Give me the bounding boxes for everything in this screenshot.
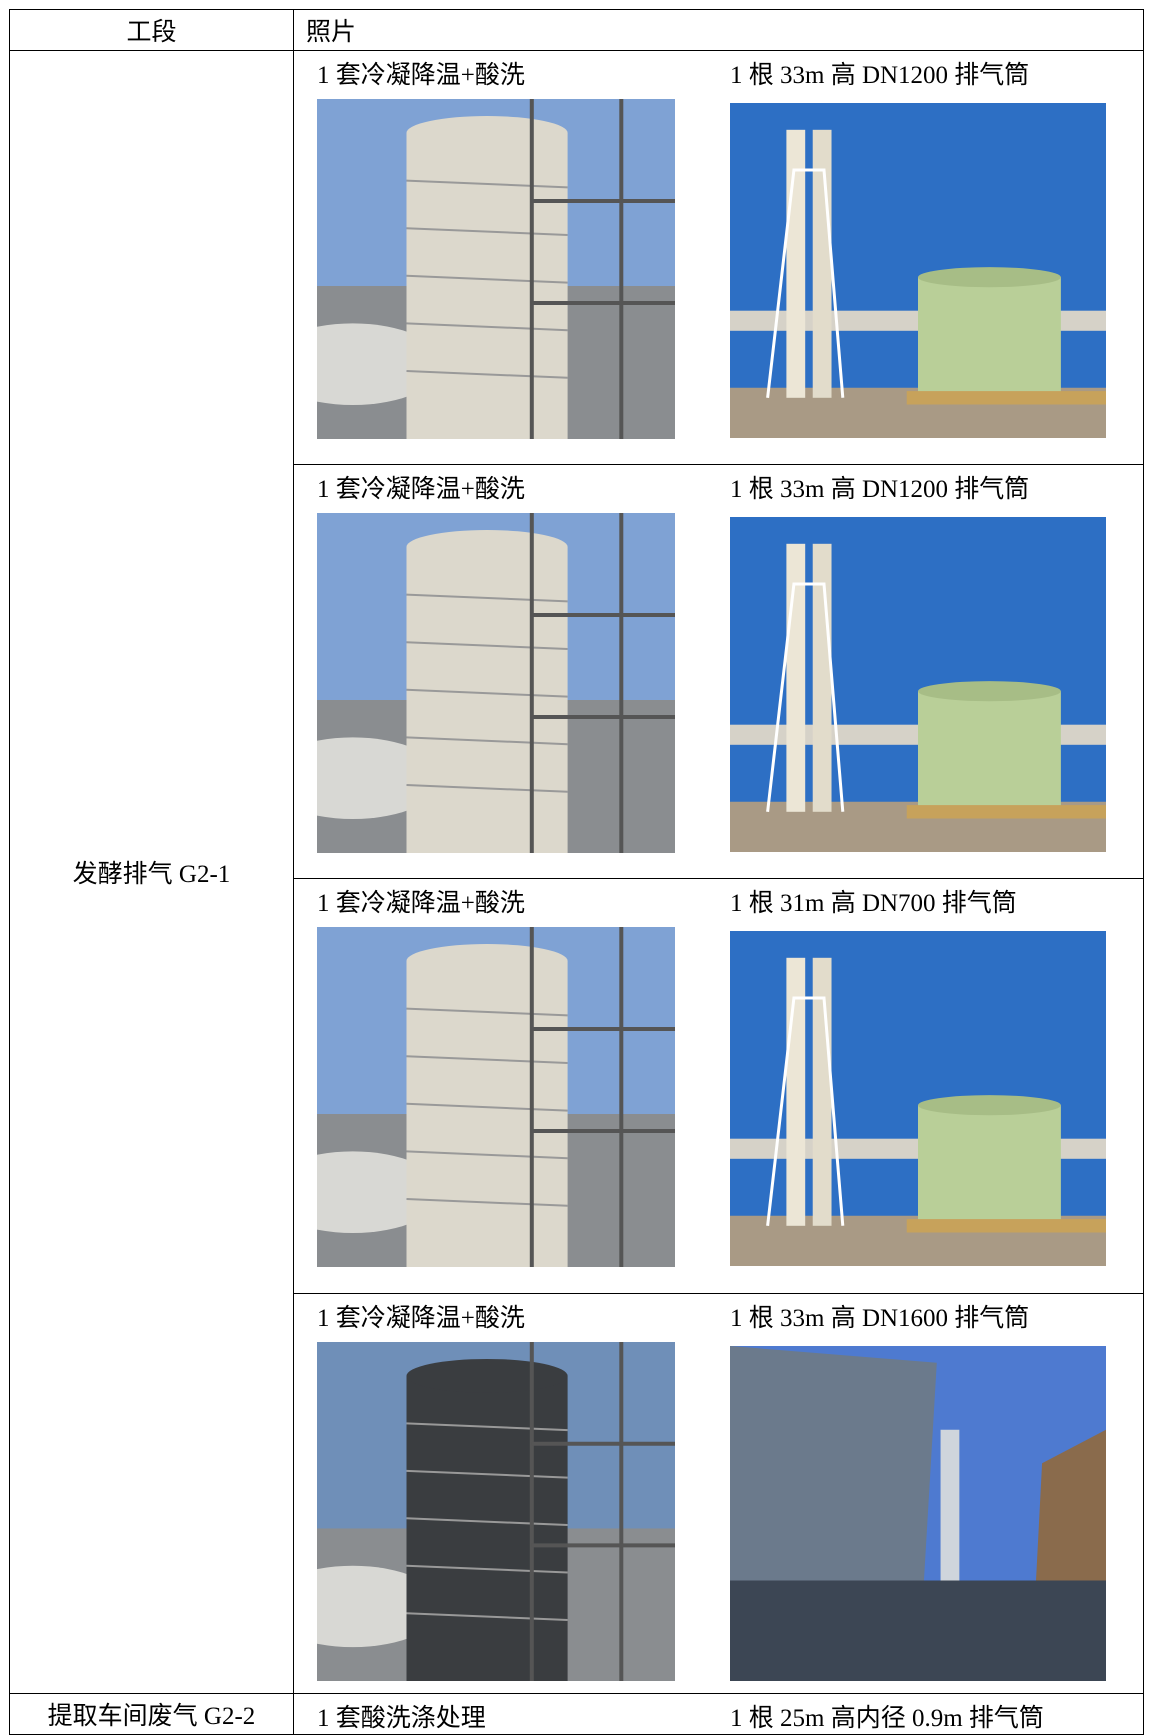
photo-caption: 1 根 33m 高 DN1600 排气筒	[730, 1305, 1030, 1332]
table-row: 发酵排气 G2-1 1 套冷凝降温+酸洗 1 根 33m 高 DN1200 排气筒	[9, 50, 1144, 1694]
photo-cell: 1 套冷凝降温+酸洗 1 根 31m 高 DN700 排气筒	[263, 878, 1144, 1294]
photo-group: 1 套冷凝降温+酸洗	[263, 465, 675, 878]
photo-frame	[263, 927, 675, 1274]
photo-caption: 1 套冷凝降温+酸洗	[317, 890, 525, 917]
photo-cell: 1 套冷凝降温+酸洗 1 根 33m 高 DN1200 排气筒	[263, 50, 1144, 465]
photo	[730, 1346, 1106, 1681]
photo-group: 1 根 25m 高内径 0.9m 排气筒	[730, 1694, 1106, 1734]
photo-group: 1 套酸洗涤处理	[317, 1694, 675, 1734]
photo	[730, 931, 1106, 1266]
photo-caption: 1 根 33m 高 DN1200 排气筒	[730, 476, 1030, 503]
table-row: 1 套冷凝降温+酸洗 1 根 33m 高 DN1600 排气筒	[10, 1293, 1144, 1694]
photo-frame	[263, 513, 675, 860]
photo-cell-content: 1 套冷凝降温+酸洗 1 根 33m 高 DN1200 排气筒	[263, 51, 1143, 464]
table-row: 1 套冷凝降温+酸洗 1 根 33m 高 DN1200 排气筒	[10, 464, 1144, 879]
photo-frame	[263, 99, 675, 446]
photo-group: 1 根 31m 高 DN700 排气筒	[730, 879, 1106, 1293]
table-row: 提取车间废气 G2-2 1 套酸洗涤处理 1 根 25m 高内径 0.9m 排气筒	[9, 1693, 1144, 1735]
photo-caption: 1 根 31m 高 DN700 排气筒	[730, 890, 1017, 917]
photo	[263, 927, 675, 1267]
header-cell: 工段	[9, 9, 294, 51]
photo-cell: 1 套冷凝降温+酸洗 1 根 33m 高 DN1200 排气筒	[263, 464, 1144, 879]
photo-caption: 1 套酸洗涤处理	[317, 1705, 486, 1732]
photo	[263, 99, 675, 439]
photo-caption: 1 套冷凝降温+酸洗	[317, 1305, 525, 1332]
photo	[730, 517, 1106, 852]
photo	[263, 513, 675, 853]
photo-cell-content: 1 套冷凝降温+酸洗 1 根 33m 高 DN1600 排气筒	[263, 1294, 1143, 1693]
section-label: 发酵排气 G2-1	[9, 50, 294, 1694]
photo-caption: 1 根 25m 高内径 0.9m 排气筒	[730, 1705, 1044, 1732]
section-label: 提取车间废气 G2-2	[9, 1693, 294, 1735]
photo-caption: 1 套冷凝降温+酸洗	[317, 62, 525, 89]
photo-group: 1 套冷凝降温+酸洗	[263, 1294, 675, 1693]
document: 工段 照片 发酵排气 G2-1 1 套冷凝降温+酸洗 1 根 33m 高 DN120…	[9, 9, 1144, 1735]
photo	[263, 1342, 675, 1681]
photo-group: 1 根 33m 高 DN1600 排气筒	[730, 1294, 1106, 1693]
photo-group: 1 根 33m 高 DN1200 排气筒	[730, 465, 1106, 878]
photo-frame	[730, 1346, 1106, 1688]
photo-cell-content: 1 套酸洗涤处理 1 根 25m 高内径 0.9m 排气筒	[294, 1694, 1143, 1734]
photo-cell: 1 套酸洗涤处理 1 根 25m 高内径 0.9m 排气筒	[293, 1693, 1144, 1735]
photo-cell-content: 1 套冷凝降温+酸洗 1 根 31m 高 DN700 排气筒	[263, 879, 1143, 1293]
photo-frame	[730, 931, 1106, 1273]
header-row: 工段 照片	[9, 9, 1144, 51]
header-cell: 照片	[293, 9, 1144, 51]
table-row: 1 套冷凝降温+酸洗 1 根 31m 高 DN700 排气筒	[10, 878, 1144, 1294]
photo-frame	[263, 1342, 675, 1688]
photo-frame	[730, 103, 1106, 445]
photo-group: 1 根 33m 高 DN1200 排气筒	[730, 51, 1106, 464]
photo-cell: 1 套冷凝降温+酸洗 1 根 33m 高 DN1600 排气筒	[263, 1293, 1144, 1694]
photo-group: 1 套冷凝降温+酸洗	[263, 879, 675, 1293]
photo-caption: 1 根 33m 高 DN1200 排气筒	[730, 62, 1030, 89]
photo-group: 1 套冷凝降温+酸洗	[263, 51, 675, 464]
photo-caption: 1 套冷凝降温+酸洗	[317, 476, 525, 503]
photo-cell-content: 1 套冷凝降温+酸洗 1 根 33m 高 DN1200 排气筒	[263, 465, 1143, 878]
photo-frame	[730, 517, 1106, 859]
photo	[730, 103, 1106, 438]
photo-table: 工段 照片 发酵排气 G2-1 1 套冷凝降温+酸洗 1 根 33m 高 DN120…	[9, 9, 1144, 1735]
